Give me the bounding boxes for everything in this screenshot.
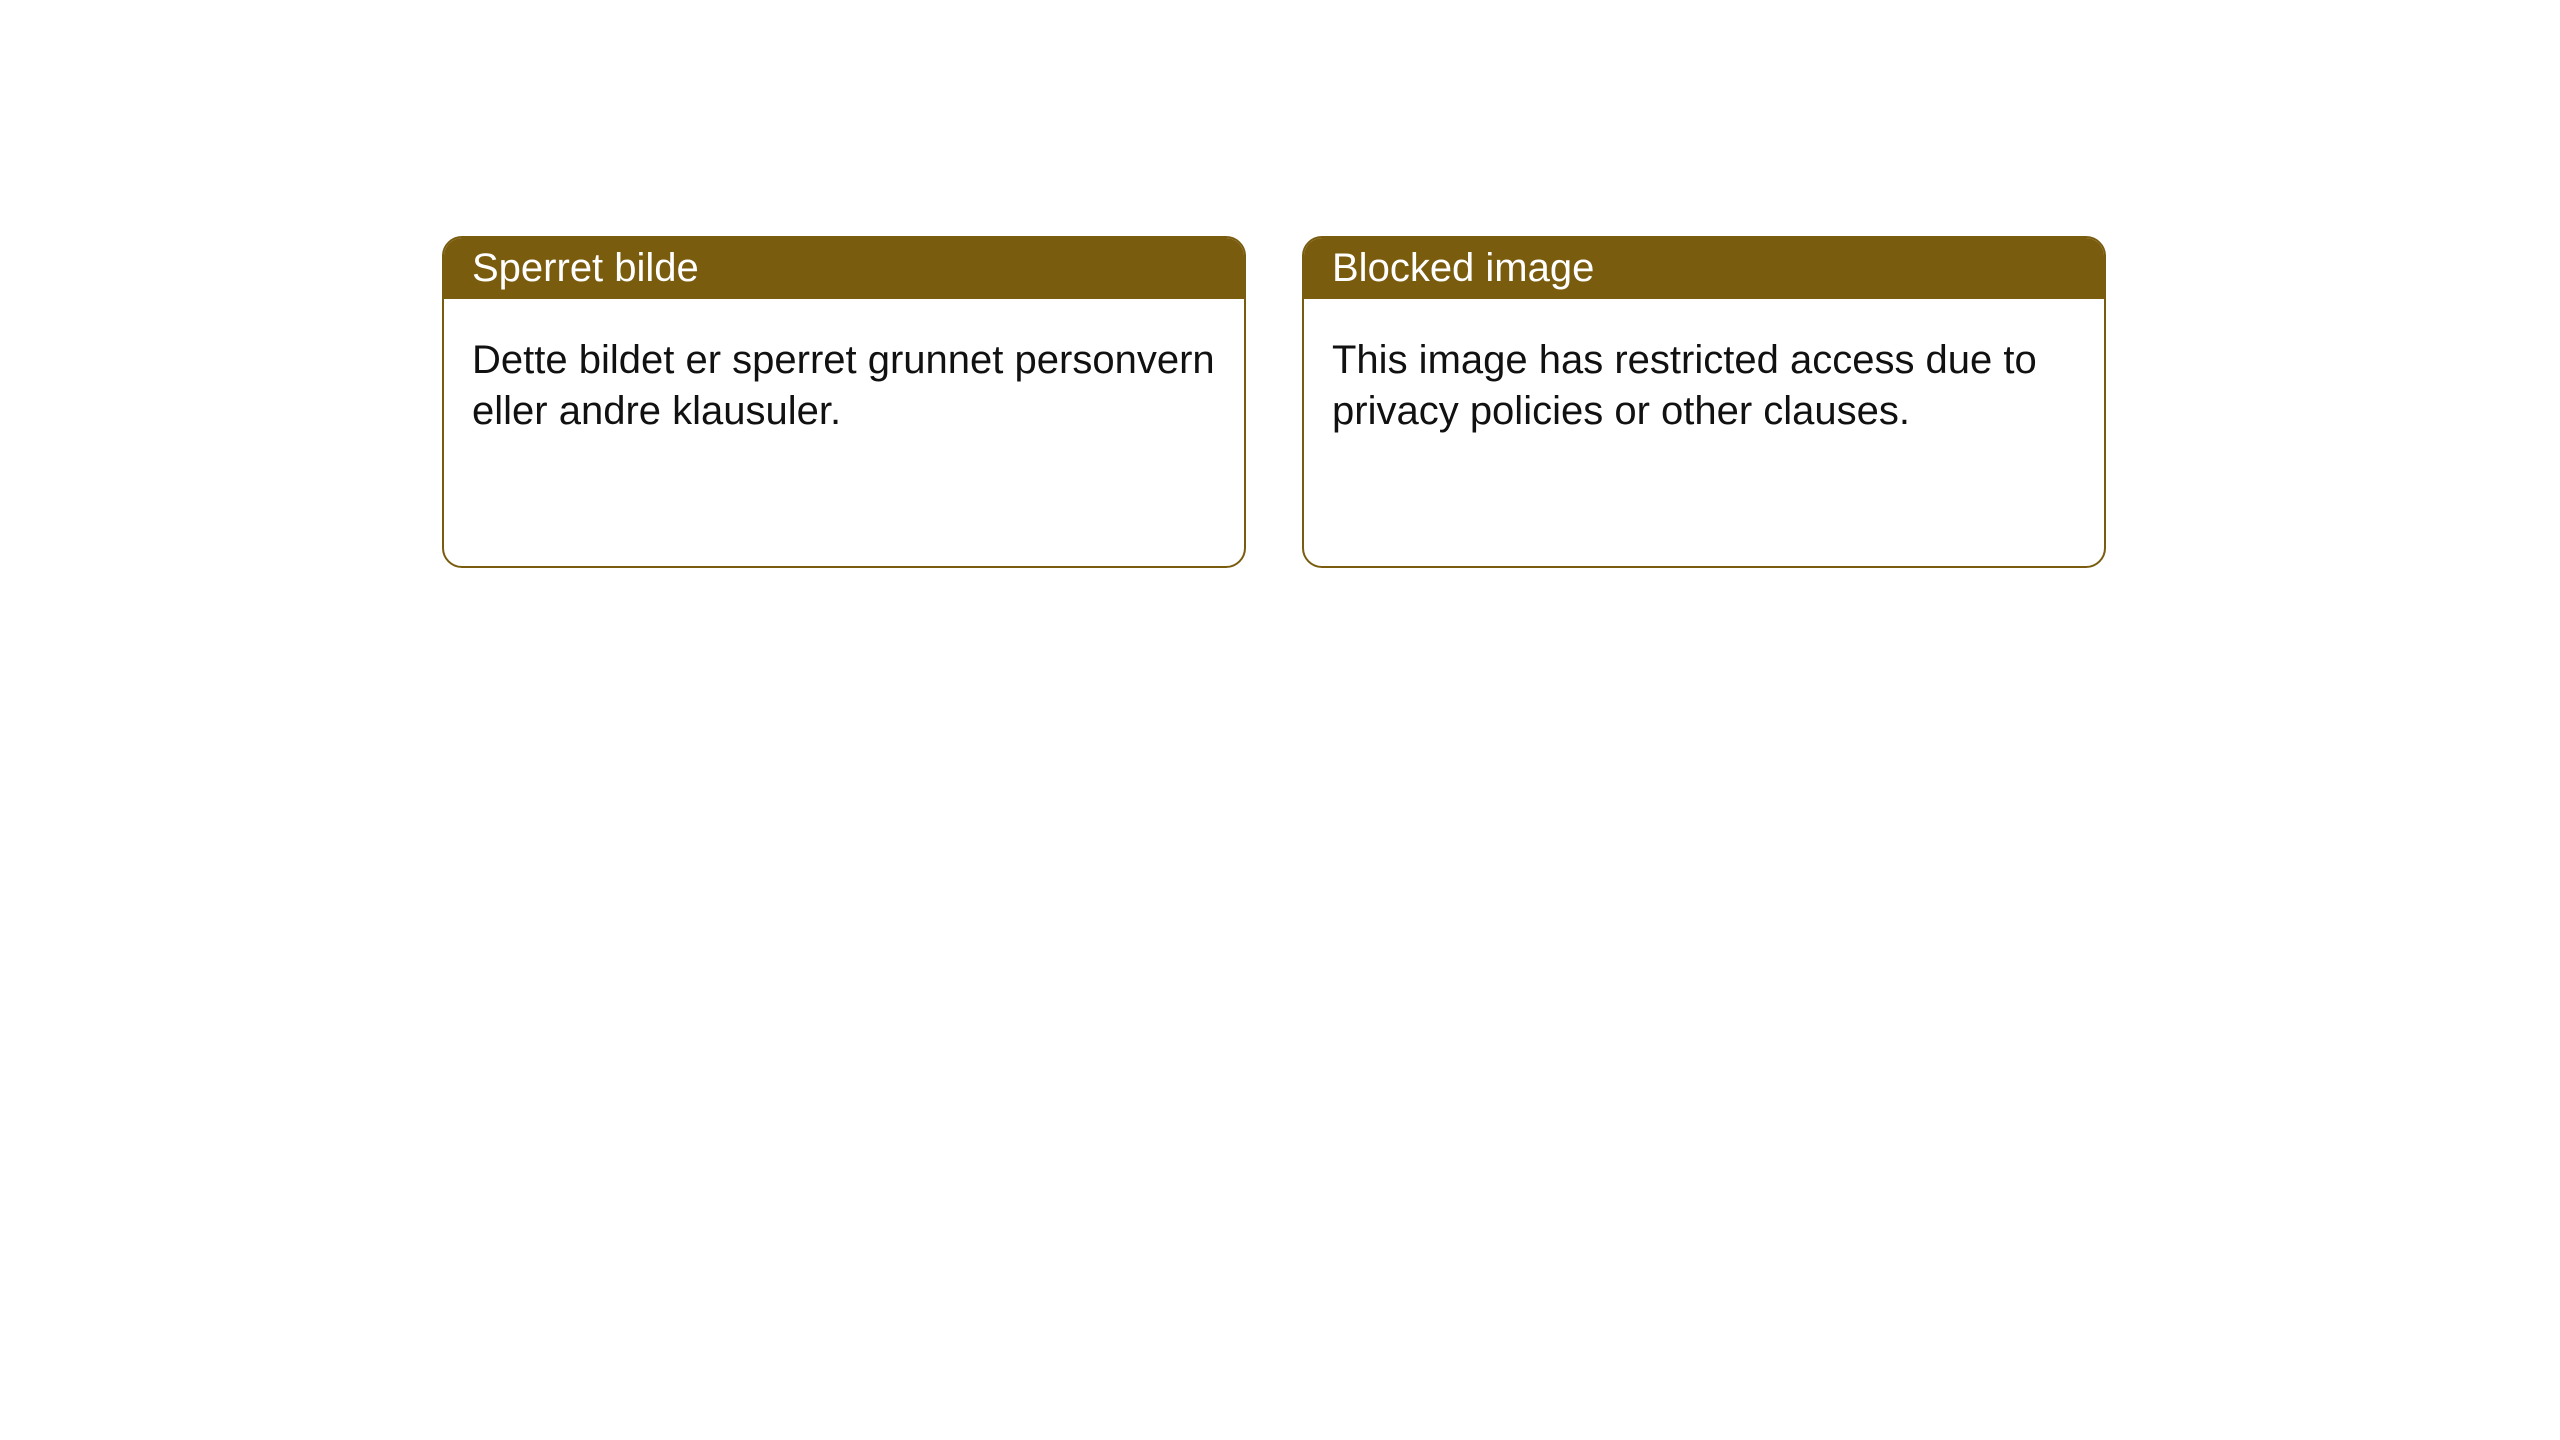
card-body: Dette bildet er sperret grunnet personve…	[444, 299, 1244, 473]
notice-card-english: Blocked image This image has restricted …	[1302, 236, 2106, 568]
notice-card-norwegian: Sperret bilde Dette bildet er sperret gr…	[442, 236, 1246, 568]
notice-cards-container: Sperret bilde Dette bildet er sperret gr…	[0, 0, 2560, 568]
card-body: This image has restricted access due to …	[1304, 299, 2104, 473]
card-title: Sperret bilde	[444, 238, 1244, 299]
card-title: Blocked image	[1304, 238, 2104, 299]
